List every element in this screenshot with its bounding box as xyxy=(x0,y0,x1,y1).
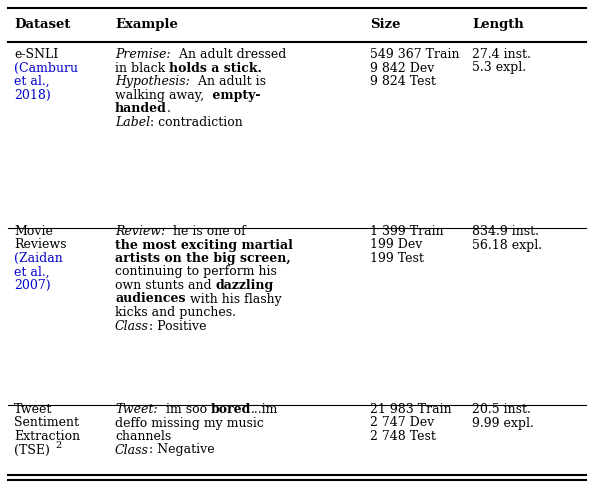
Text: .: . xyxy=(167,102,171,115)
Text: ...im: ...im xyxy=(251,403,278,416)
Text: et al.,: et al., xyxy=(14,265,50,279)
Text: 56.18 expl.: 56.18 expl. xyxy=(472,239,542,251)
Text: Movie: Movie xyxy=(14,225,53,238)
Text: 834.9 inst.: 834.9 inst. xyxy=(472,225,539,238)
Text: 9 842 Dev: 9 842 Dev xyxy=(370,61,434,75)
Text: he is one of: he is one of xyxy=(169,225,246,238)
Text: Tweet: Tweet xyxy=(14,403,52,416)
Text: Extraction: Extraction xyxy=(14,430,80,443)
Text: with his flashy: with his flashy xyxy=(185,292,281,305)
Text: 199 Dev: 199 Dev xyxy=(370,239,422,251)
Text: dazzling: dazzling xyxy=(215,279,274,292)
Text: (TSE): (TSE) xyxy=(14,444,54,456)
Text: (Zaidan: (Zaidan xyxy=(14,252,63,265)
Text: 2: 2 xyxy=(55,442,61,450)
Text: : Positive: : Positive xyxy=(149,320,206,332)
Text: bored: bored xyxy=(211,403,251,416)
Text: : contradiction: : contradiction xyxy=(150,116,243,128)
Text: 9 824 Test: 9 824 Test xyxy=(370,75,436,88)
Text: An adult dressed: An adult dressed xyxy=(175,48,286,61)
Text: own stunts and: own stunts and xyxy=(115,279,215,292)
Text: e-SNLI: e-SNLI xyxy=(14,48,58,61)
Text: 549 367 Train: 549 367 Train xyxy=(370,48,460,61)
Text: 5.3 expl.: 5.3 expl. xyxy=(472,61,526,75)
Text: continuing to perform his: continuing to perform his xyxy=(115,265,277,279)
Text: audiences: audiences xyxy=(115,292,185,305)
Text: Review:: Review: xyxy=(115,225,165,238)
Text: channels: channels xyxy=(115,430,171,443)
Text: artists on the big screen,: artists on the big screen, xyxy=(115,252,291,265)
Text: 9.99 expl.: 9.99 expl. xyxy=(472,416,534,429)
Text: handed: handed xyxy=(115,102,167,115)
Text: walking away,: walking away, xyxy=(115,88,208,102)
Text: Sentiment: Sentiment xyxy=(14,416,79,429)
Text: 2018): 2018) xyxy=(14,88,51,102)
Text: (Camburu: (Camburu xyxy=(14,61,78,75)
Text: 27.4 inst.: 27.4 inst. xyxy=(472,48,531,61)
Text: An adult is: An adult is xyxy=(194,75,266,88)
Text: : Negative: : Negative xyxy=(149,444,215,456)
Text: Premise:: Premise: xyxy=(115,48,170,61)
Text: Reviews: Reviews xyxy=(14,239,67,251)
Text: the most exciting martial: the most exciting martial xyxy=(115,239,293,251)
Text: in black: in black xyxy=(115,61,169,75)
Text: 20.5 inst.: 20.5 inst. xyxy=(472,403,531,416)
Text: Label: Label xyxy=(115,116,150,128)
Text: Size: Size xyxy=(370,18,401,31)
Text: deffo missing my music: deffo missing my music xyxy=(115,416,264,429)
Text: Class: Class xyxy=(115,444,149,456)
Text: et al.,: et al., xyxy=(14,75,50,88)
Text: 2007): 2007) xyxy=(14,279,50,292)
Text: 2 748 Test: 2 748 Test xyxy=(370,430,436,443)
Text: 199 Test: 199 Test xyxy=(370,252,424,265)
Text: kicks and punches.: kicks and punches. xyxy=(115,306,236,319)
Text: Length: Length xyxy=(472,18,524,31)
Text: 1 399 Train: 1 399 Train xyxy=(370,225,443,238)
Text: Tweet:: Tweet: xyxy=(115,403,158,416)
Text: Example: Example xyxy=(115,18,178,31)
Text: Dataset: Dataset xyxy=(14,18,70,31)
Text: 2 747 Dev: 2 747 Dev xyxy=(370,416,434,429)
Text: Class: Class xyxy=(115,320,149,332)
Text: im soo: im soo xyxy=(161,403,211,416)
Text: holds a stick.: holds a stick. xyxy=(169,61,262,75)
Text: 21 983 Train: 21 983 Train xyxy=(370,403,452,416)
Text: Hypothesis:: Hypothesis: xyxy=(115,75,190,88)
Text: empty-: empty- xyxy=(208,88,260,102)
